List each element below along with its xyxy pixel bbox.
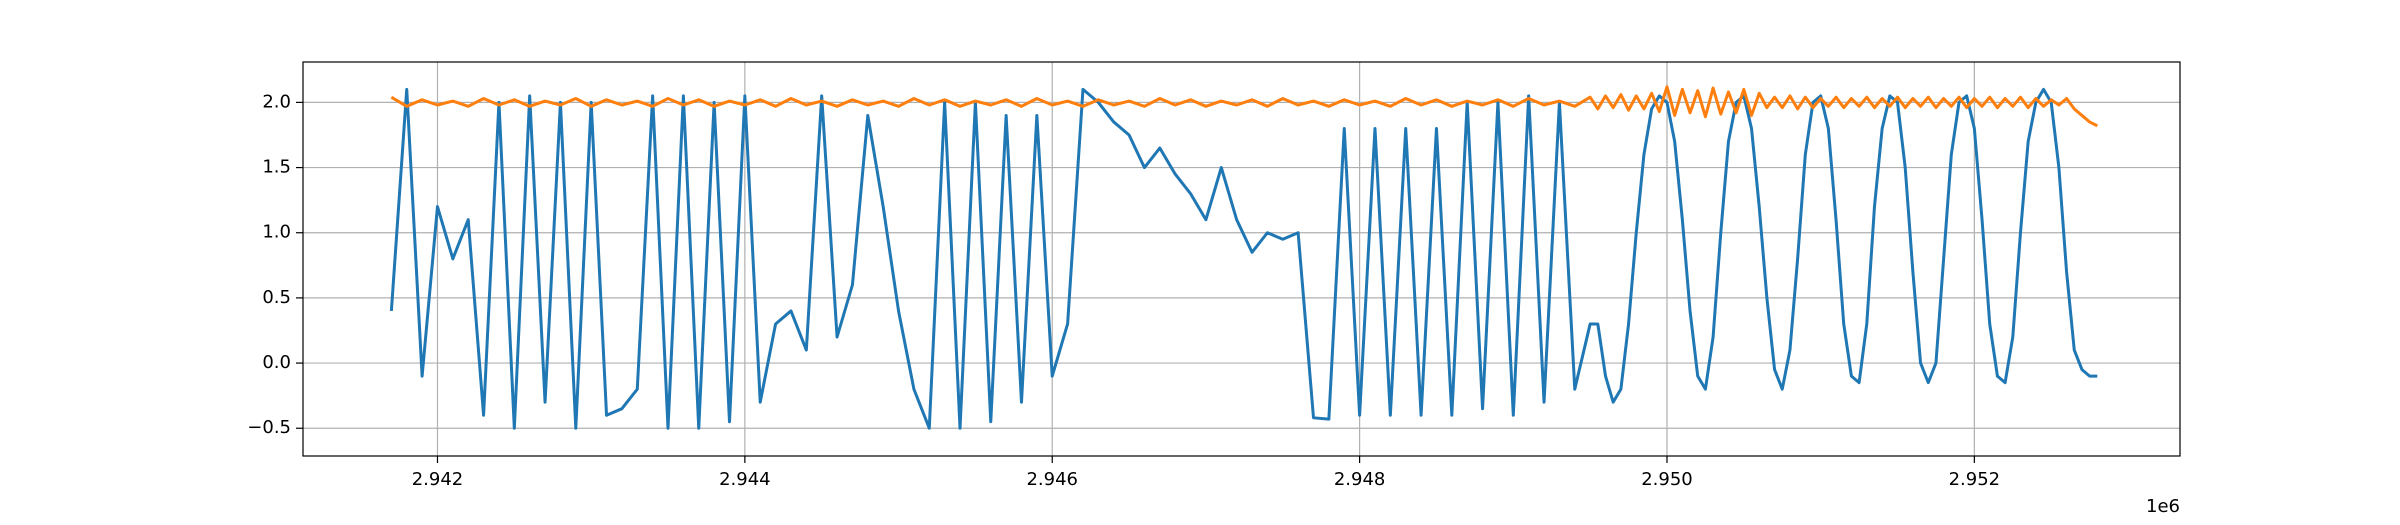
x-tick-label: 2.946 bbox=[1026, 469, 1078, 490]
plot-frame bbox=[302, 61, 2181, 457]
x-offset-label: 1e6 bbox=[2146, 496, 2180, 517]
data-line bbox=[390, 85, 2098, 128]
x-tick-label: 2.950 bbox=[1641, 469, 1693, 490]
y-tick-label: 1.5 bbox=[262, 157, 291, 178]
y-tick-label: 2.0 bbox=[262, 91, 291, 112]
x-tick-label: 2.948 bbox=[1334, 469, 1386, 490]
x-tick-label: 2.942 bbox=[412, 469, 464, 490]
x-tick-label: 2.952 bbox=[1949, 469, 2001, 490]
x-tick-label: 2.944 bbox=[719, 469, 771, 490]
y-tick-label: 1.0 bbox=[262, 222, 291, 243]
y-tick-label: 0.5 bbox=[262, 287, 291, 308]
y-tick-label: 0.0 bbox=[262, 352, 291, 373]
data-line bbox=[389, 87, 2098, 430]
y-tick-label: −0.5 bbox=[247, 417, 291, 438]
